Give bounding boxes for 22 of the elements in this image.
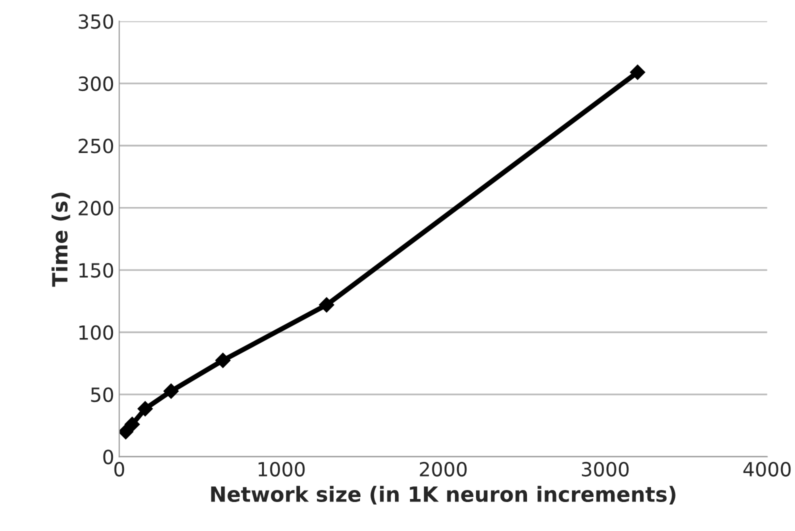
x-axis-title: Network size (in 1K neuron increments)	[211, 486, 676, 504]
x-tick-label: 2000	[420, 462, 467, 477]
y-tick-label: 250	[78, 138, 114, 154]
x-tick-label: 1000	[258, 462, 305, 477]
point	[119, 424, 134, 440]
y-axis-title: Time (s)	[52, 192, 70, 287]
y-tick-label: 350	[78, 14, 114, 29]
point	[630, 64, 646, 80]
y-tick-label: 300	[78, 76, 114, 92]
point	[215, 352, 230, 368]
y-tick-label: 150	[79, 263, 114, 278]
x-tick-label: 3000	[582, 462, 629, 477]
y-tick-label: 0	[103, 450, 114, 464]
point	[124, 416, 140, 432]
y-tick-label: 100	[79, 325, 114, 340]
point	[319, 297, 334, 312]
point	[138, 401, 153, 416]
y-tick-label: 50	[91, 387, 114, 402]
point	[164, 384, 179, 399]
x-tick-label: 0	[114, 462, 124, 477]
y-tick-label: 200	[78, 200, 114, 216]
x-tick-label: 4000	[743, 462, 791, 477]
